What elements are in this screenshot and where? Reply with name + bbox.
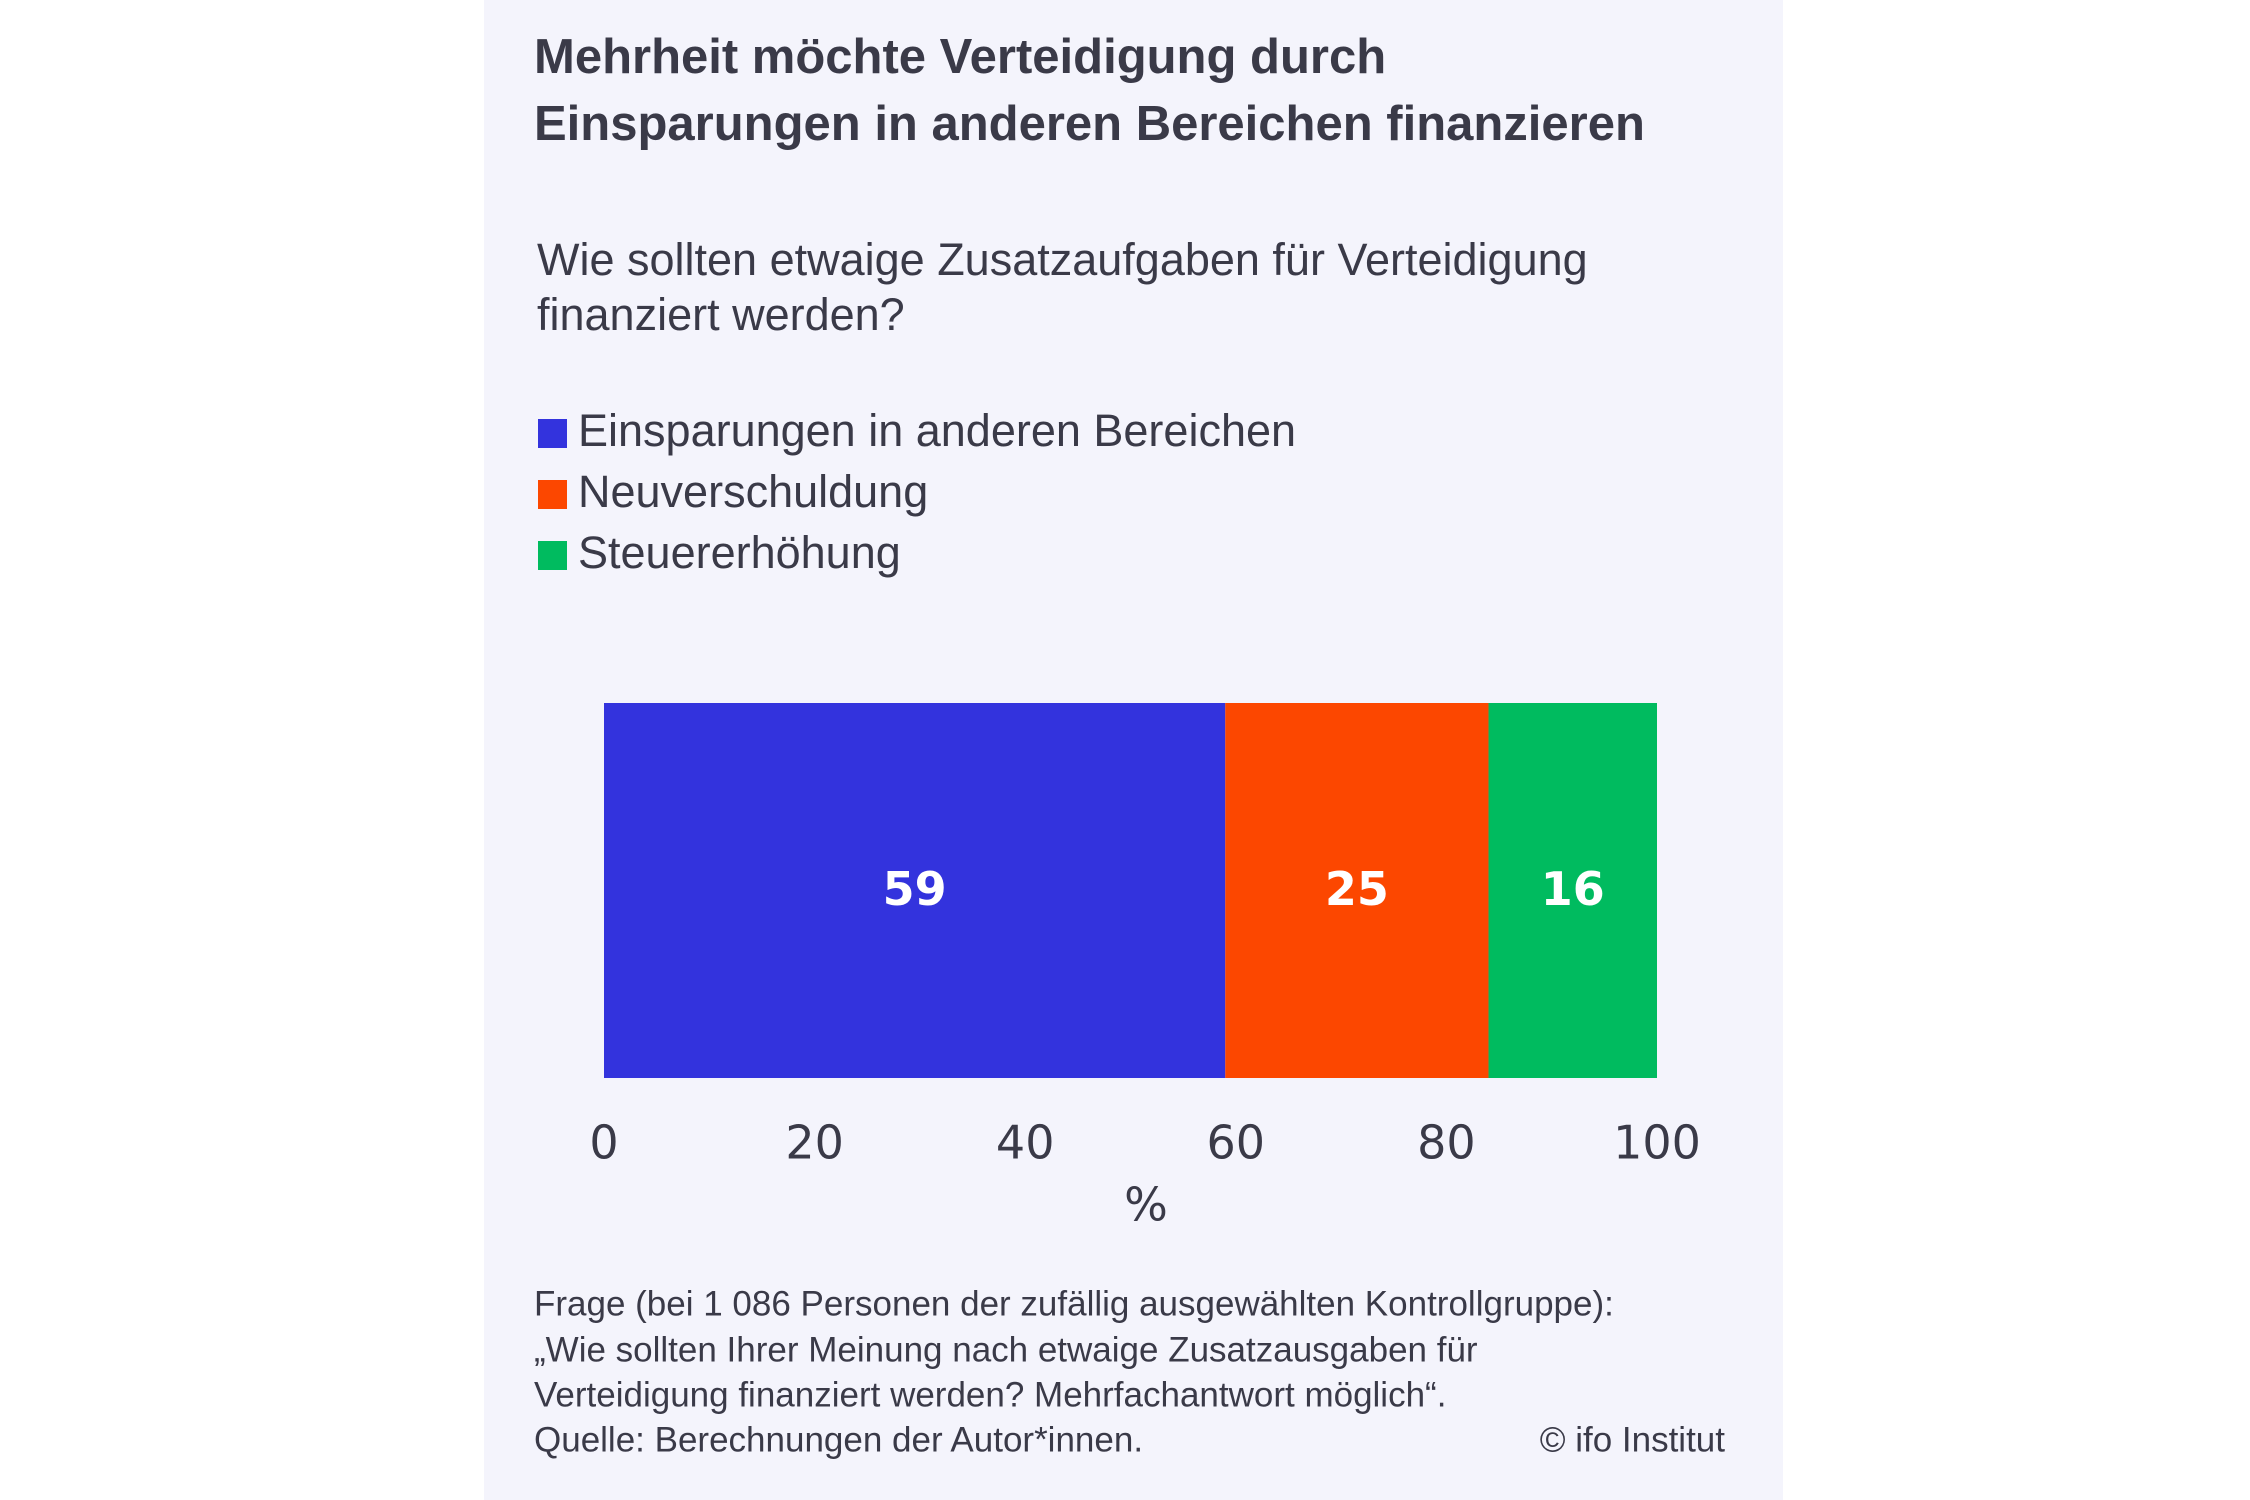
chart-title: Mehrheit möchte Verteidigung durch <box>534 30 1386 84</box>
legend-label: Neuverschuldung <box>578 466 928 517</box>
legend-swatch <box>538 541 567 570</box>
bar-segment <box>1488 703 1657 1078</box>
chart-title: Einsparungen in anderen Bereichen finanz… <box>534 97 1645 151</box>
bar-segment <box>604 703 1226 1078</box>
data-label: 16 <box>1541 862 1605 916</box>
x-tick-label: 20 <box>785 1116 844 1170</box>
subtitle: Wie sollten etwaige Zusatzaufgaben für V… <box>537 234 1588 285</box>
x-tick-label: 80 <box>1417 1116 1476 1170</box>
x-tick-label: 0 <box>589 1116 618 1170</box>
x-tick-label: 60 <box>1207 1116 1266 1170</box>
legend-swatch <box>538 419 567 448</box>
subtitle: finanziert werden? <box>537 289 905 340</box>
x-axis-label: % <box>1124 1178 1168 1232</box>
x-tick-label: 100 <box>1613 1116 1701 1170</box>
copyright: © ifo Institut <box>1540 1420 1726 1459</box>
source: Quelle: Berechnungen der Autor*innen. <box>534 1420 1143 1459</box>
x-tick-label: 40 <box>996 1116 1055 1170</box>
bar-segment <box>1225 703 1489 1078</box>
note: Verteidigung finanziert werden? Mehrfach… <box>534 1375 1446 1414</box>
note: Frage (bei 1 086 Personen der zufällig a… <box>534 1284 1614 1323</box>
legend-swatch <box>538 480 567 509</box>
note: „Wie sollten Ihrer Meinung nach etwaige … <box>534 1330 1478 1369</box>
data-label: 59 <box>883 862 947 916</box>
legend-label: Einsparungen in anderen Bereichen <box>578 405 1296 456</box>
data-label: 25 <box>1325 862 1389 916</box>
legend-label: Steuererhöhung <box>578 527 901 578</box>
